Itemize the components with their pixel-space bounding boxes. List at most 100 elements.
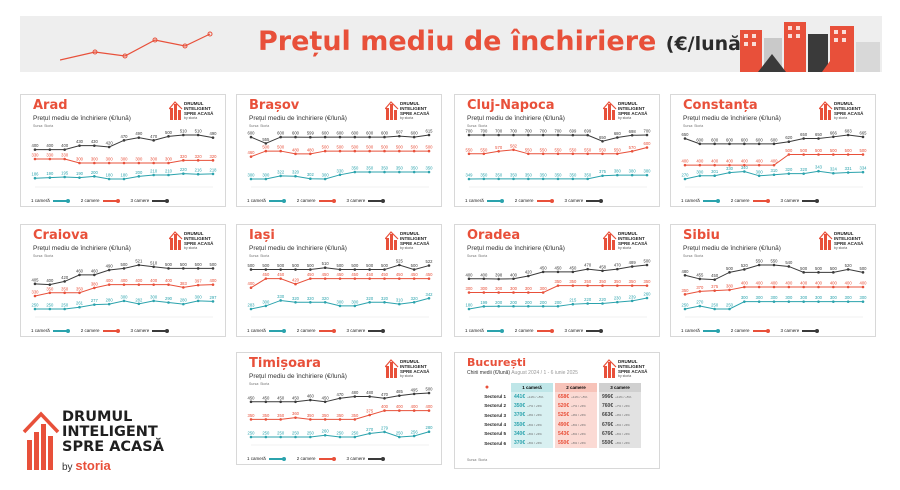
table-row: Sectorul 1 441€ +11% / +5% 658€ +11% / +5% 99… <box>465 392 641 402</box>
data-label: 350 <box>510 172 518 177</box>
data-point <box>427 170 431 174</box>
data-label: 550 <box>540 147 548 152</box>
data-point <box>571 284 575 287</box>
data-label: 250 <box>351 431 359 436</box>
data-label: 380 <box>614 169 622 174</box>
data-label: 450 <box>426 272 434 277</box>
chart-city-title: Oradea <box>467 228 521 243</box>
data-point <box>743 300 746 303</box>
bucuresti-period: August 2024 / 1 - 6 iunie 2025 <box>511 370 578 376</box>
data-label: 500 <box>830 266 838 271</box>
data-label: 350 <box>495 172 503 177</box>
legend-2-camere: 2 camere <box>297 328 336 333</box>
data-point <box>63 291 66 295</box>
data-point <box>78 305 81 309</box>
chart-panel-timi-oara: Timișoara Prețul mediu de închiriere (€/l… <box>236 352 442 465</box>
data-point <box>368 300 371 304</box>
data-point <box>33 282 37 286</box>
data-point <box>743 163 746 167</box>
data-point <box>152 265 155 269</box>
data-label: 320 <box>180 154 188 159</box>
bucuresti-panel: București Chirii medii (€/lună) August 2… <box>454 352 660 469</box>
data-label: 450 <box>381 272 389 277</box>
data-point <box>427 149 431 153</box>
data-point <box>137 263 141 267</box>
chart-source: Sursa: Storia <box>683 124 704 128</box>
data-label: 500 <box>262 263 270 268</box>
data-label: 300 <box>351 299 359 304</box>
data-point <box>743 142 746 146</box>
data-point <box>182 267 185 270</box>
data-point <box>757 142 761 146</box>
data-point <box>368 277 371 280</box>
price-3-camere: 676€ +6% / +5% <box>599 429 641 439</box>
data-label: 302 <box>307 172 315 177</box>
chart-subtitle: Prețul mediu de închiriere (€/lună) <box>33 245 131 252</box>
data-label: 400 <box>150 278 158 283</box>
sector-name: Sectorul 4 <box>484 422 506 428</box>
legend-2-camere: 2 camere <box>731 198 770 203</box>
data-point <box>211 300 215 303</box>
data-point <box>412 434 416 438</box>
brand-line2: INTELIGENT <box>62 424 158 440</box>
data-point <box>616 152 619 156</box>
data-label: 300 <box>756 169 764 174</box>
data-point <box>817 153 820 156</box>
data-label: 550 <box>614 147 622 152</box>
data-point <box>412 268 416 271</box>
data-point <box>33 148 37 151</box>
data-point <box>279 418 282 421</box>
data-label: 500 <box>307 263 315 268</box>
price-1-camera: 370€ +9% / +5% <box>511 410 553 420</box>
data-point <box>846 153 850 156</box>
data-point <box>309 177 312 181</box>
data-point <box>294 152 297 156</box>
data-point <box>787 265 791 268</box>
data-point <box>383 300 386 304</box>
data-point <box>861 300 865 303</box>
city-buildings-illustration <box>740 22 880 72</box>
data-label: 280 <box>426 425 434 430</box>
data-point <box>152 299 155 303</box>
data-point <box>512 291 515 294</box>
data-label: 180 <box>106 173 114 178</box>
table-row: Sectorul 3 370€ +9% / +5% 525€ +9% / +5% 663€… <box>465 410 641 420</box>
data-label: 450 <box>711 273 719 278</box>
data-label: 320 <box>785 167 793 172</box>
data-label: 607 <box>396 130 404 135</box>
data-point <box>167 161 170 165</box>
data-label: 350 <box>682 288 690 293</box>
data-label: 195 <box>61 171 69 176</box>
data-label: 350 <box>644 279 652 284</box>
data-label: 260 <box>322 429 330 434</box>
data-label: 250 <box>307 431 315 436</box>
data-label: 350 <box>540 172 548 177</box>
data-label: 700 <box>540 129 548 134</box>
data-label: 300 <box>510 286 518 291</box>
data-point <box>398 277 401 280</box>
data-label: 350 <box>337 413 345 418</box>
data-label: 550 <box>584 147 592 152</box>
data-point <box>368 395 371 398</box>
data-point <box>353 395 357 398</box>
data-label: 600 <box>277 131 285 136</box>
price-3-camere: 663€ +9% / +5% <box>599 410 641 420</box>
data-point <box>279 299 282 302</box>
data-label: 485 <box>396 389 404 394</box>
data-point <box>122 161 126 165</box>
data-point <box>586 302 589 305</box>
data-point <box>556 304 560 308</box>
data-point <box>412 170 416 174</box>
data-point <box>249 177 253 181</box>
legend-2-camere: 2 camere <box>515 328 554 333</box>
data-point <box>353 418 357 421</box>
line-chart: 180 199 200 200 200 200 200 215 220 220 230 239 260 3… <box>466 259 652 318</box>
data-label: 521 <box>135 259 143 264</box>
legend-3-camere: 3 camere <box>565 328 604 333</box>
data-label: 350 <box>366 166 374 171</box>
data-label: 300 <box>741 295 749 300</box>
data-point <box>323 266 327 270</box>
data-label: 450 <box>277 272 285 277</box>
chart-legend: 1 cameră 2 camere 3 camere <box>247 328 396 333</box>
data-label: 250 <box>682 303 690 308</box>
